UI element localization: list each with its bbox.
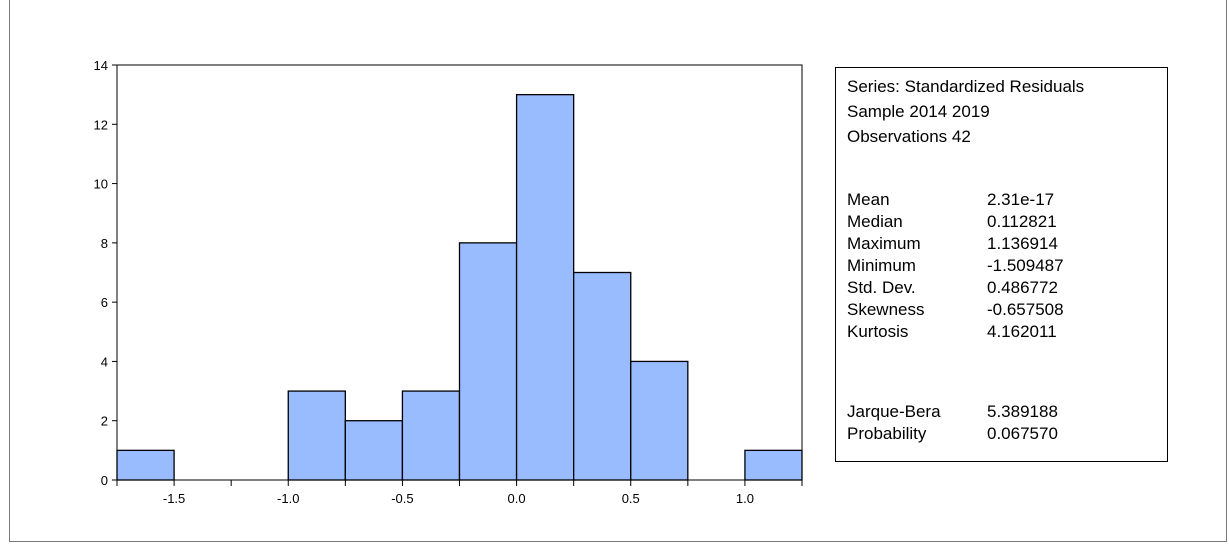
histogram-bar [573,271,632,481]
observations-line: Observations 42 [847,127,971,146]
stat-value: 0.112821 [987,212,1057,231]
stat-row-probability: Probability 0.067570 [847,423,1147,445]
y-tick-label: 6 [101,295,108,310]
stat-label: Std. Dev. [847,278,916,297]
x-tick-label: 1.0 [736,491,754,506]
stat-label: Mean [847,190,890,209]
x-tick-label: -1.0 [277,491,299,506]
stat-row-minimum: Minimum -1.509487 [847,255,1147,277]
y-tick-label: 12 [94,117,108,132]
x-tick-label: -1.5 [163,491,185,506]
stat-value: 1.136914 [987,234,1058,253]
histogram-bar [630,360,689,481]
stat-value: -1.509487 [987,256,1064,275]
stat-label: Median [847,212,903,231]
histogram-bar [401,390,461,481]
stat-value: 4.162011 [987,322,1057,341]
histogram-bar [116,449,175,481]
stat-value: 0.486772 [987,278,1058,297]
histogram-bar [344,420,404,481]
histogram-bar [458,242,518,481]
stat-value: -0.657508 [987,300,1064,319]
histogram-bar [515,93,575,481]
y-tick-label: 0 [101,473,108,488]
stat-label: Minimum [847,256,916,275]
x-tick-label: 0.0 [508,491,526,506]
stat-label: Maximum [847,234,921,253]
x-tick-label: 0.5 [622,491,640,506]
stat-row-kurtosis: Kurtosis 4.162011 [847,321,1147,343]
y-tick-label: 14 [94,58,108,73]
stat-label: Skewness [847,300,925,319]
y-tick-label: 8 [101,236,108,251]
stat-row-mean: Mean 2.31e-17 [847,189,1147,211]
stat-row-std-dev: Std. Dev. 0.486772 [847,277,1147,299]
y-tick-label: 2 [101,414,108,429]
stat-row-median: Median 0.112821 [847,211,1147,233]
stat-value: 0.067570 [987,424,1058,443]
stat-value: 2.31e-17 [987,190,1055,209]
y-tick-label: 4 [101,354,108,369]
statistics-box: Series: Standardized Residuals Sample 20… [835,67,1168,462]
stat-label: Kurtosis [847,322,909,341]
stat-label: Jarque-Bera [847,402,941,421]
stat-row-maximum: Maximum 1.136914 [847,233,1147,255]
sample-line: Sample 2014 2019 [847,102,990,121]
x-tick-label: -0.5 [391,491,413,506]
histogram-bar [287,390,346,481]
histogram-bar [744,449,803,481]
y-tick-label: 10 [94,177,108,192]
stat-row-jarque-bera: Jarque-Bera 5.389188 [847,401,1147,423]
stat-value: 5.389188 [987,402,1058,421]
stat-row-skewness: Skewness -0.657508 [847,299,1147,321]
stat-label: Probability [847,424,927,443]
series-line: Series: Standardized Residuals [847,77,1085,96]
